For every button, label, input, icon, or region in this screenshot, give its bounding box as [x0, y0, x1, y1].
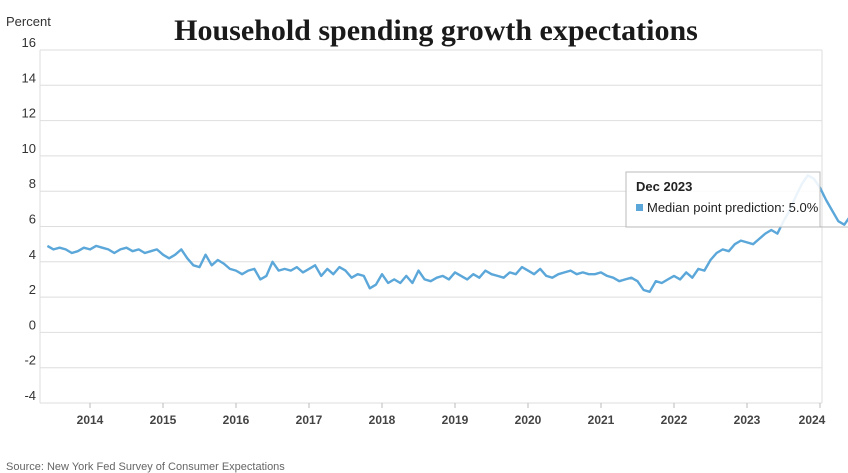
tooltip-box: [625, 171, 848, 228]
tooltip-label: Median point prediction: 5.0%: [647, 200, 819, 215]
y-tick-label: 0: [29, 317, 36, 332]
source-note: Source: New York Fed Survey of Consumer …: [6, 461, 285, 473]
x-tick-label: 2017: [296, 413, 323, 427]
y-tick-label: 12: [22, 106, 36, 121]
y-tick-label: 16: [22, 35, 36, 50]
x-tick-label: 2022: [661, 413, 688, 427]
tooltip: Dec 2023 Median point prediction: 5.0%: [625, 171, 848, 228]
x-axis-ticks: 2014 2015 2016 2017 2018 2019 2020 2021 2022 2023…: [77, 403, 826, 427]
y-tick-label: 6: [29, 212, 36, 227]
x-tick-label: 2014: [77, 413, 104, 427]
x-tick-label: 2021: [588, 413, 615, 427]
y-tick-label: 2: [29, 282, 36, 297]
y-axis-label: Percent: [6, 14, 51, 29]
tooltip-series-marker: [636, 204, 643, 211]
x-tick-label: 2020: [515, 413, 542, 427]
chart-title: Household spending growth expectations: [174, 14, 698, 47]
y-tick-label: -2: [24, 353, 36, 368]
x-tick-label: 2023: [734, 413, 761, 427]
y-tick-label: -4: [24, 388, 36, 403]
y-tick-label: 8: [29, 176, 36, 191]
tooltip-title: Dec 2023: [636, 179, 692, 194]
y-tick-label: 10: [22, 141, 36, 156]
x-tick-label: 2018: [369, 413, 396, 427]
y-tick-label: 14: [22, 70, 36, 85]
x-tick-label: 2016: [223, 413, 250, 427]
y-tick-label: 4: [29, 247, 36, 262]
x-tick-label: 2019: [442, 413, 469, 427]
x-tick-label: 2024: [799, 413, 826, 427]
x-tick-label: 2015: [150, 413, 177, 427]
y-axis-ticks: 16 14 12 10 8 6 4 2 0 -2 -4: [22, 35, 36, 403]
